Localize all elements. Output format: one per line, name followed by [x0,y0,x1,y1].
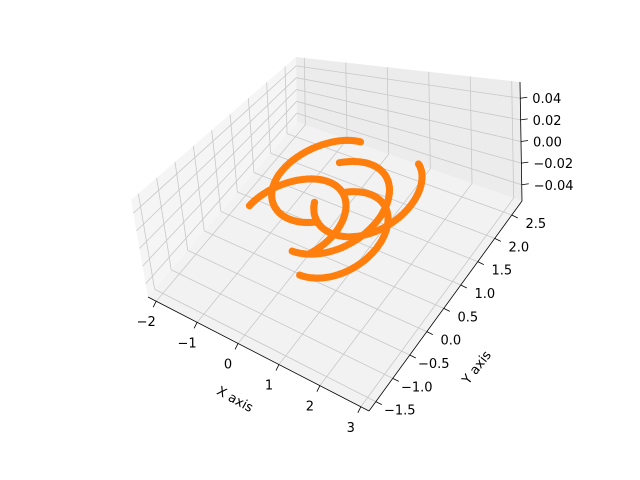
x-tick-mark [316,385,321,392]
x-tick-label: −1 [178,336,197,351]
z-grid-back [296,77,521,121]
z-grid-left [145,112,298,285]
y-tick-label: −0.5 [418,357,450,372]
x-tick-label: 2 [306,400,314,415]
x-grid-floor [319,183,473,386]
z-tick-label: −0.02 [533,157,573,172]
y-axis-title: Y axis [459,348,495,388]
y-tick-mark [392,377,399,382]
z-grid-back [296,65,521,99]
y-tick-mark [494,237,501,242]
x-tick-label: 1 [265,379,273,394]
y-grid-floor [253,172,478,263]
back-pane [296,57,522,201]
y-tick-label: −1.5 [384,404,416,419]
z-tick-mark [520,118,528,121]
z-tick-label: 0.00 [533,136,562,151]
z-grid-left [142,101,297,267]
z-tick-mark [521,161,529,164]
x-tick-mark [275,364,280,371]
y-tick-label: 2.0 [508,240,529,255]
z-grid-left [136,77,297,232]
x-tick-mark [193,322,198,329]
z-grid-back [296,112,522,186]
y-tick-mark [511,214,518,219]
y-grid-floor [154,288,376,403]
x-axis-title: X axis [214,384,256,416]
y-tick-mark [477,261,484,266]
y-tick-label: 0.0 [440,334,461,349]
z-grid-back [296,100,522,164]
x-tick-mark [357,406,362,413]
y-tick-mark [443,307,450,312]
y-tick-label: 1.0 [474,287,495,302]
y-tick-mark [409,354,416,359]
y-grid-floor [220,211,444,309]
data-point [335,159,344,167]
data-points [245,136,426,282]
x-tick-label: 0 [224,357,232,372]
tick-labels: −2 −1 0 1 2 3 −1.5 −1.0 −0.5 0.0 0.5 1.0 1.5 2.0 2.5 −0… [137,92,574,436]
data-point [414,160,423,168]
x-grid-floor [155,124,306,302]
z-tick-label: 0.04 [532,92,561,107]
y-tick-label: 2.5 [525,217,546,232]
z-tick-mark [521,183,529,186]
z-tick-mark [520,96,528,99]
z-tick-label: −0.04 [534,179,574,194]
y-grid-floor [187,249,410,356]
y-grid-floor [270,152,495,239]
y-tick-mark [375,401,382,406]
y-tick-label: −1.0 [401,380,433,395]
z-grid-left [139,89,297,249]
y-grid-floor [171,269,393,379]
z-tick-mark [520,140,529,142]
y-tick-label: 0.5 [457,310,478,325]
z-grid-back [296,89,522,142]
z-tick-label: 0.02 [533,114,562,129]
x-tick-mark [152,301,157,308]
tick-marks [152,96,529,413]
x-axis-line [147,296,370,412]
x-tick-mark [234,343,239,350]
y-tick-mark [460,284,467,289]
y-axis-line [368,200,523,412]
data-point [245,202,254,210]
y-tick-mark [426,331,433,336]
x-tick-label: 3 [347,421,355,436]
x-grid-floor [196,139,348,323]
data-point [338,189,347,197]
z-grid-left [133,65,297,214]
x-tick-label: −2 [137,315,156,330]
x-grid-floor [360,197,514,408]
data-point [313,218,321,226]
y-tick-label: 1.5 [491,264,512,279]
